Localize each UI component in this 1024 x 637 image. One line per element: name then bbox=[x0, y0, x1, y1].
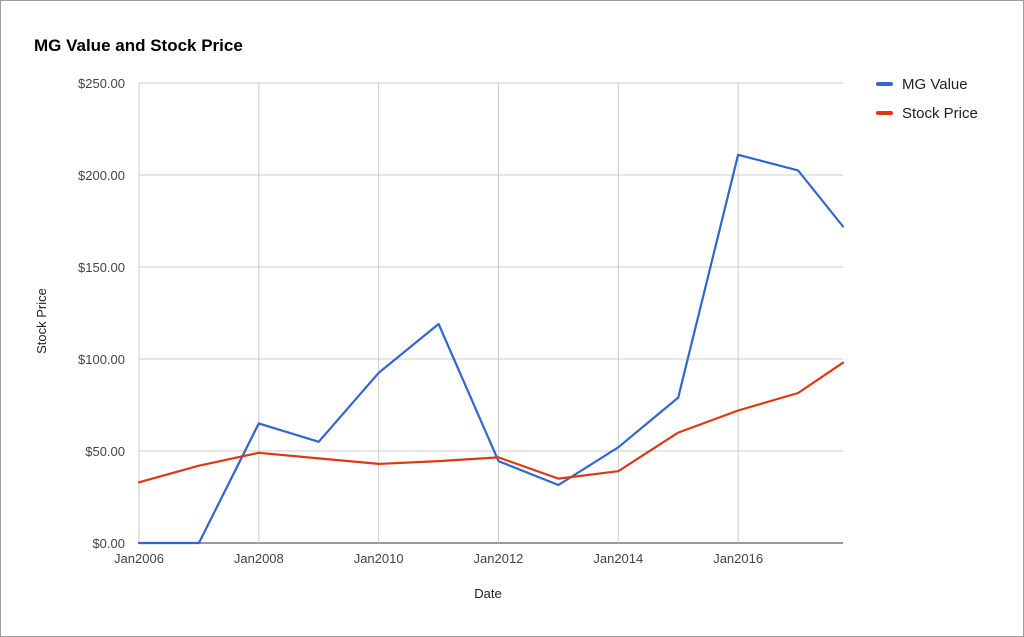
gridlines bbox=[138, 82, 843, 544]
y-tick-label: $0.00 bbox=[92, 536, 125, 551]
x-tick-label: Jan2008 bbox=[234, 551, 284, 566]
series-line-stock-price bbox=[137, 361, 845, 484]
x-tick-label: Jan2010 bbox=[354, 551, 404, 566]
legend: MG Value Stock Price bbox=[876, 76, 978, 122]
y-tick-label: $200.00 bbox=[78, 168, 125, 183]
y-axis-ticks: $0.00 $50.00 $100.00 $150.00 $200.00 $250.00 bbox=[78, 76, 125, 551]
y-tick-label: $50.00 bbox=[85, 444, 125, 459]
chart-title: MG Value and Stock Price bbox=[34, 36, 243, 55]
y-tick-label: $100.00 bbox=[78, 352, 125, 367]
x-tick-label: Jan2012 bbox=[474, 551, 524, 566]
y-axis-title: Stock Price bbox=[34, 288, 49, 354]
y-tick-label: $150.00 bbox=[78, 260, 125, 275]
y-tick-label: $250.00 bbox=[78, 76, 125, 91]
x-tick-label: Jan2006 bbox=[114, 551, 164, 566]
x-tick-label: Jan2014 bbox=[593, 551, 643, 566]
legend-label: MG Value bbox=[902, 76, 968, 93]
legend-label: Stock Price bbox=[902, 105, 978, 122]
x-axis-title: Date bbox=[474, 586, 501, 601]
x-axis-ticks: Jan2006 Jan2008 Jan2010 Jan2012 Jan2014 Jan20… bbox=[114, 551, 763, 566]
series-line-mg-value bbox=[137, 153, 845, 545]
series-lines bbox=[137, 153, 845, 545]
x-tick-label: Jan2016 bbox=[713, 551, 763, 566]
